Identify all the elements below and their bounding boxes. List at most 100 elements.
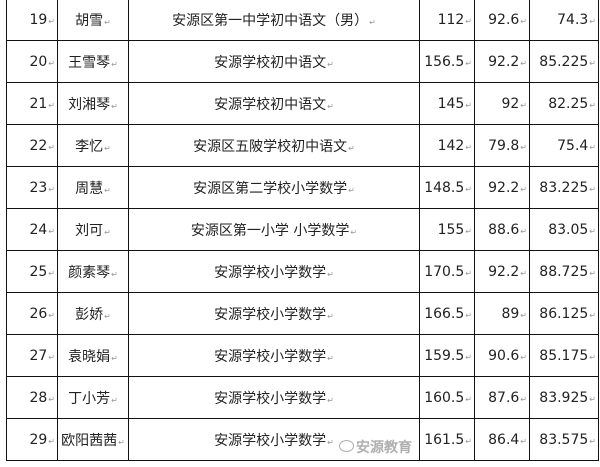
interview-score: 90.6 bbox=[488, 348, 527, 364]
row-number-cell: 22 bbox=[6, 124, 58, 167]
table-row: 28 丁小芳 安源学校小学数学 160.5 87.6 83.925 bbox=[6, 376, 599, 419]
total-score-cell: 85.225 bbox=[529, 40, 599, 83]
total-score: 85.225 bbox=[539, 54, 596, 70]
interview-score: 92 bbox=[501, 96, 527, 112]
interview-score-cell: 92.2 bbox=[474, 40, 530, 83]
candidate-name: 王雪琴 bbox=[68, 55, 118, 71]
row-number-cell: 27 bbox=[6, 334, 58, 377]
candidate-name-cell: 丁小芳 bbox=[57, 376, 129, 419]
interview-score-cell: 92 bbox=[474, 82, 530, 125]
written-score-cell: 142 bbox=[419, 124, 475, 167]
table-row: 24 刘可 安源区第一小学 小学数学 155 88.6 83.05 bbox=[6, 208, 599, 251]
school-subject-cell: 安源区第二学校小学数学 bbox=[128, 166, 420, 209]
candidate-name: 颜素琴 bbox=[68, 265, 118, 281]
interview-score: 86.4 bbox=[488, 432, 527, 448]
written-score: 161.5 bbox=[424, 432, 472, 448]
candidate-name-cell: 袁晓娟 bbox=[57, 334, 129, 377]
total-score-cell: 83.225 bbox=[529, 166, 599, 209]
row-number-cell: 25 bbox=[6, 250, 58, 293]
written-score: 170.5 bbox=[424, 264, 472, 280]
total-score: 83.05 bbox=[548, 222, 596, 238]
candidate-name-cell: 颜素琴 bbox=[57, 250, 129, 293]
total-score-cell: 83.925 bbox=[529, 376, 599, 419]
table-row: 25 颜素琴 安源学校小学数学 170.5 92.2 88.725 bbox=[6, 250, 599, 293]
candidate-name: 彭娇 bbox=[75, 307, 111, 323]
school-subject: 安源学校小学数学 bbox=[214, 265, 334, 281]
row-number-cell: 28 bbox=[6, 376, 58, 419]
total-score: 85.175 bbox=[539, 348, 596, 364]
interview-score-cell: 92.2 bbox=[474, 250, 530, 293]
row-number-cell: 21 bbox=[6, 82, 58, 125]
written-score: 145 bbox=[438, 96, 472, 112]
candidate-name-cell: 彭娇 bbox=[57, 292, 129, 335]
candidate-name-cell: 胡雪 bbox=[57, 0, 129, 41]
total-score: 88.725 bbox=[539, 264, 596, 280]
interview-score: 92.2 bbox=[488, 264, 527, 280]
row-number: 24 bbox=[29, 222, 55, 238]
total-score-cell: 75.4 bbox=[529, 124, 599, 167]
interview-score-cell: 86.4 bbox=[474, 418, 530, 461]
total-score: 83.925 bbox=[539, 390, 596, 406]
row-number: 26 bbox=[29, 306, 55, 322]
row-number: 23 bbox=[29, 180, 55, 196]
total-score: 86.125 bbox=[539, 306, 596, 322]
interview-score-cell: 88.6 bbox=[474, 208, 530, 251]
school-subject: 安源区第一中学初中语文（男） bbox=[172, 13, 376, 29]
written-score-cell: 166.5 bbox=[419, 292, 475, 335]
written-score-cell: 161.5 bbox=[419, 418, 475, 461]
school-subject-cell: 安源学校小学数学 bbox=[128, 418, 420, 461]
interview-score-cell: 87.6 bbox=[474, 376, 530, 419]
row-number-cell: 29 bbox=[6, 418, 58, 461]
watermark: 安源教育 bbox=[356, 440, 412, 456]
row-number-cell: 19 bbox=[6, 0, 58, 41]
total-score-cell: 83.575 bbox=[529, 418, 599, 461]
interview-score-cell: 92.6 bbox=[474, 0, 530, 41]
candidate-name-cell: 王雪琴 bbox=[57, 40, 129, 83]
written-score: 155 bbox=[438, 222, 472, 238]
school-subject: 安源学校初中语文 bbox=[214, 97, 334, 113]
school-subject: 安源区五陂学校初中语文 bbox=[193, 139, 355, 155]
written-score: 166.5 bbox=[424, 306, 472, 322]
wechat-icon bbox=[339, 440, 354, 452]
school-subject-cell: 安源学校初中语文 bbox=[128, 40, 420, 83]
candidate-name: 刘湘琴 bbox=[68, 97, 118, 113]
interview-score: 92.2 bbox=[488, 54, 527, 70]
school-subject: 安源学校小学数学 bbox=[214, 391, 334, 407]
school-subject-cell: 安源学校小学数学 bbox=[128, 250, 420, 293]
table-row: 19 胡雪 安源区第一中学初中语文（男） 112 92.6 74.3 bbox=[6, 0, 599, 41]
candidate-name-cell: 周慧 bbox=[57, 166, 129, 209]
interview-score: 89 bbox=[501, 306, 527, 322]
table-row: 23 周慧 安源区第二学校小学数学 148.5 92.2 83.225 bbox=[6, 166, 599, 209]
interview-score-cell: 90.6 bbox=[474, 334, 530, 377]
total-score-cell: 88.725 bbox=[529, 250, 599, 293]
interview-score: 79.8 bbox=[488, 138, 527, 154]
school-subject: 安源学校小学数学 bbox=[214, 349, 334, 365]
school-subject-cell: 安源区五陂学校初中语文 bbox=[128, 124, 420, 167]
written-score: 148.5 bbox=[424, 180, 472, 196]
written-score-cell: 112 bbox=[419, 0, 475, 41]
candidate-name: 丁小芳 bbox=[68, 391, 118, 407]
table-row: 20 王雪琴 安源学校初中语文 156.5 92.2 85.225 bbox=[6, 40, 599, 83]
written-score: 142 bbox=[438, 138, 472, 154]
interview-score: 92.2 bbox=[488, 180, 527, 196]
written-score-cell: 159.5 bbox=[419, 334, 475, 377]
candidate-name: 袁晓娟 bbox=[68, 349, 118, 365]
total-score-cell: 86.125 bbox=[529, 292, 599, 335]
row-number-cell: 26 bbox=[6, 292, 58, 335]
interview-score-cell: 79.8 bbox=[474, 124, 530, 167]
row-number: 29 bbox=[29, 432, 55, 448]
written-score-cell: 170.5 bbox=[419, 250, 475, 293]
row-number: 28 bbox=[29, 390, 55, 406]
school-subject-cell: 安源学校小学数学 bbox=[128, 292, 420, 335]
candidate-name-cell: 刘湘琴 bbox=[57, 82, 129, 125]
row-number: 21 bbox=[29, 96, 55, 112]
candidate-name-cell: 欧阳茜茜 bbox=[57, 418, 129, 461]
school-subject: 安源区第一小学 小学数学 bbox=[191, 223, 357, 239]
school-subject: 安源学校小学数学 bbox=[214, 433, 334, 449]
total-score-cell: 82.25 bbox=[529, 82, 599, 125]
total-score-cell: 74.3 bbox=[529, 0, 599, 41]
written-score: 156.5 bbox=[424, 54, 472, 70]
candidate-name: 欧阳茜茜 bbox=[61, 433, 125, 449]
interview-score: 87.6 bbox=[488, 390, 527, 406]
total-score: 75.4 bbox=[557, 138, 596, 154]
